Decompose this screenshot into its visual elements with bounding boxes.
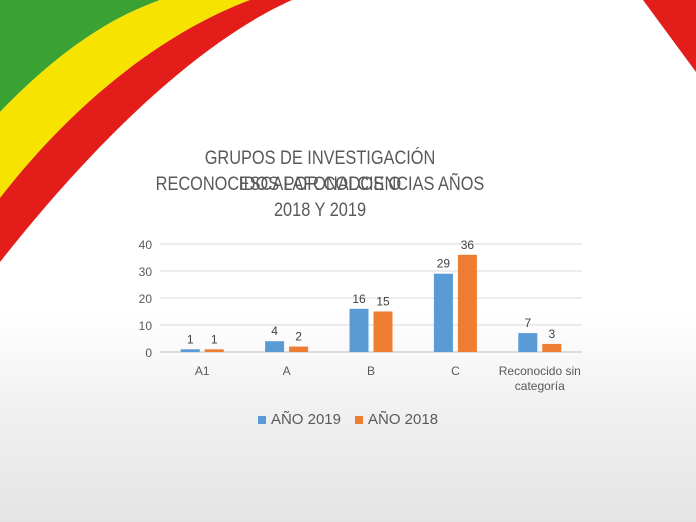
y-tick-label: 10 (139, 319, 153, 333)
y-tick-label: 20 (139, 292, 153, 306)
chart-title-line-2: RECONOCIDOS POR COLCIENCIAS AÑOS (155, 174, 485, 195)
bar-2019 (180, 349, 200, 352)
ribbon-yellow-band (0, 0, 250, 198)
data-label: 29 (437, 257, 451, 271)
bar-2019 (349, 308, 369, 352)
bar-2018 (289, 346, 309, 352)
chart-legend: AÑO 2019 AÑO 2018 (0, 411, 696, 428)
legend-swatch-2018 (355, 415, 363, 424)
y-tick-label: 40 (139, 238, 153, 252)
x-category-label: A (283, 364, 291, 378)
x-category-label: A1 (195, 364, 210, 378)
legend-label-2019: AÑO 2019 (270, 411, 341, 428)
bar-2018 (204, 349, 224, 352)
data-label: 15 (376, 295, 390, 309)
x-category-label: categoría (515, 379, 565, 393)
chart-title-line-3: 2018 Y 2019 (273, 200, 367, 221)
ribbon-green-band (0, 0, 160, 112)
legend-label-2018: AÑO 2018 (368, 411, 439, 428)
bar-2019 (433, 273, 453, 352)
corner-red-flag (643, 0, 696, 72)
x-category-label: B (367, 364, 375, 378)
data-label: 36 (461, 238, 475, 252)
legend-item-2018: AÑO 2018 (355, 411, 438, 428)
data-label: 1 (211, 332, 218, 346)
data-label: 16 (352, 292, 366, 306)
y-tick-label: 30 (139, 265, 153, 279)
data-label: 4 (271, 324, 278, 338)
bar-2018 (373, 311, 393, 352)
data-label: 3 (548, 327, 555, 341)
data-label: 1 (187, 332, 194, 346)
chart-title-line-1: GRUPOS DE INVESTIGACIÓN ESCALAFONADOS O (204, 148, 436, 195)
x-category-label: C (451, 364, 460, 378)
data-label: 2 (295, 330, 302, 344)
bar-2019 (518, 333, 538, 352)
bar-2018 (542, 343, 562, 352)
bar-2019 (265, 341, 285, 352)
bar-2018 (457, 254, 477, 352)
legend-item-2019: AÑO 2019 (257, 411, 341, 428)
x-category-label: Reconocido sin (499, 364, 581, 378)
legend-swatch-2019 (257, 415, 266, 424)
data-label: 7 (524, 316, 531, 330)
y-tick-label: 0 (145, 346, 152, 360)
